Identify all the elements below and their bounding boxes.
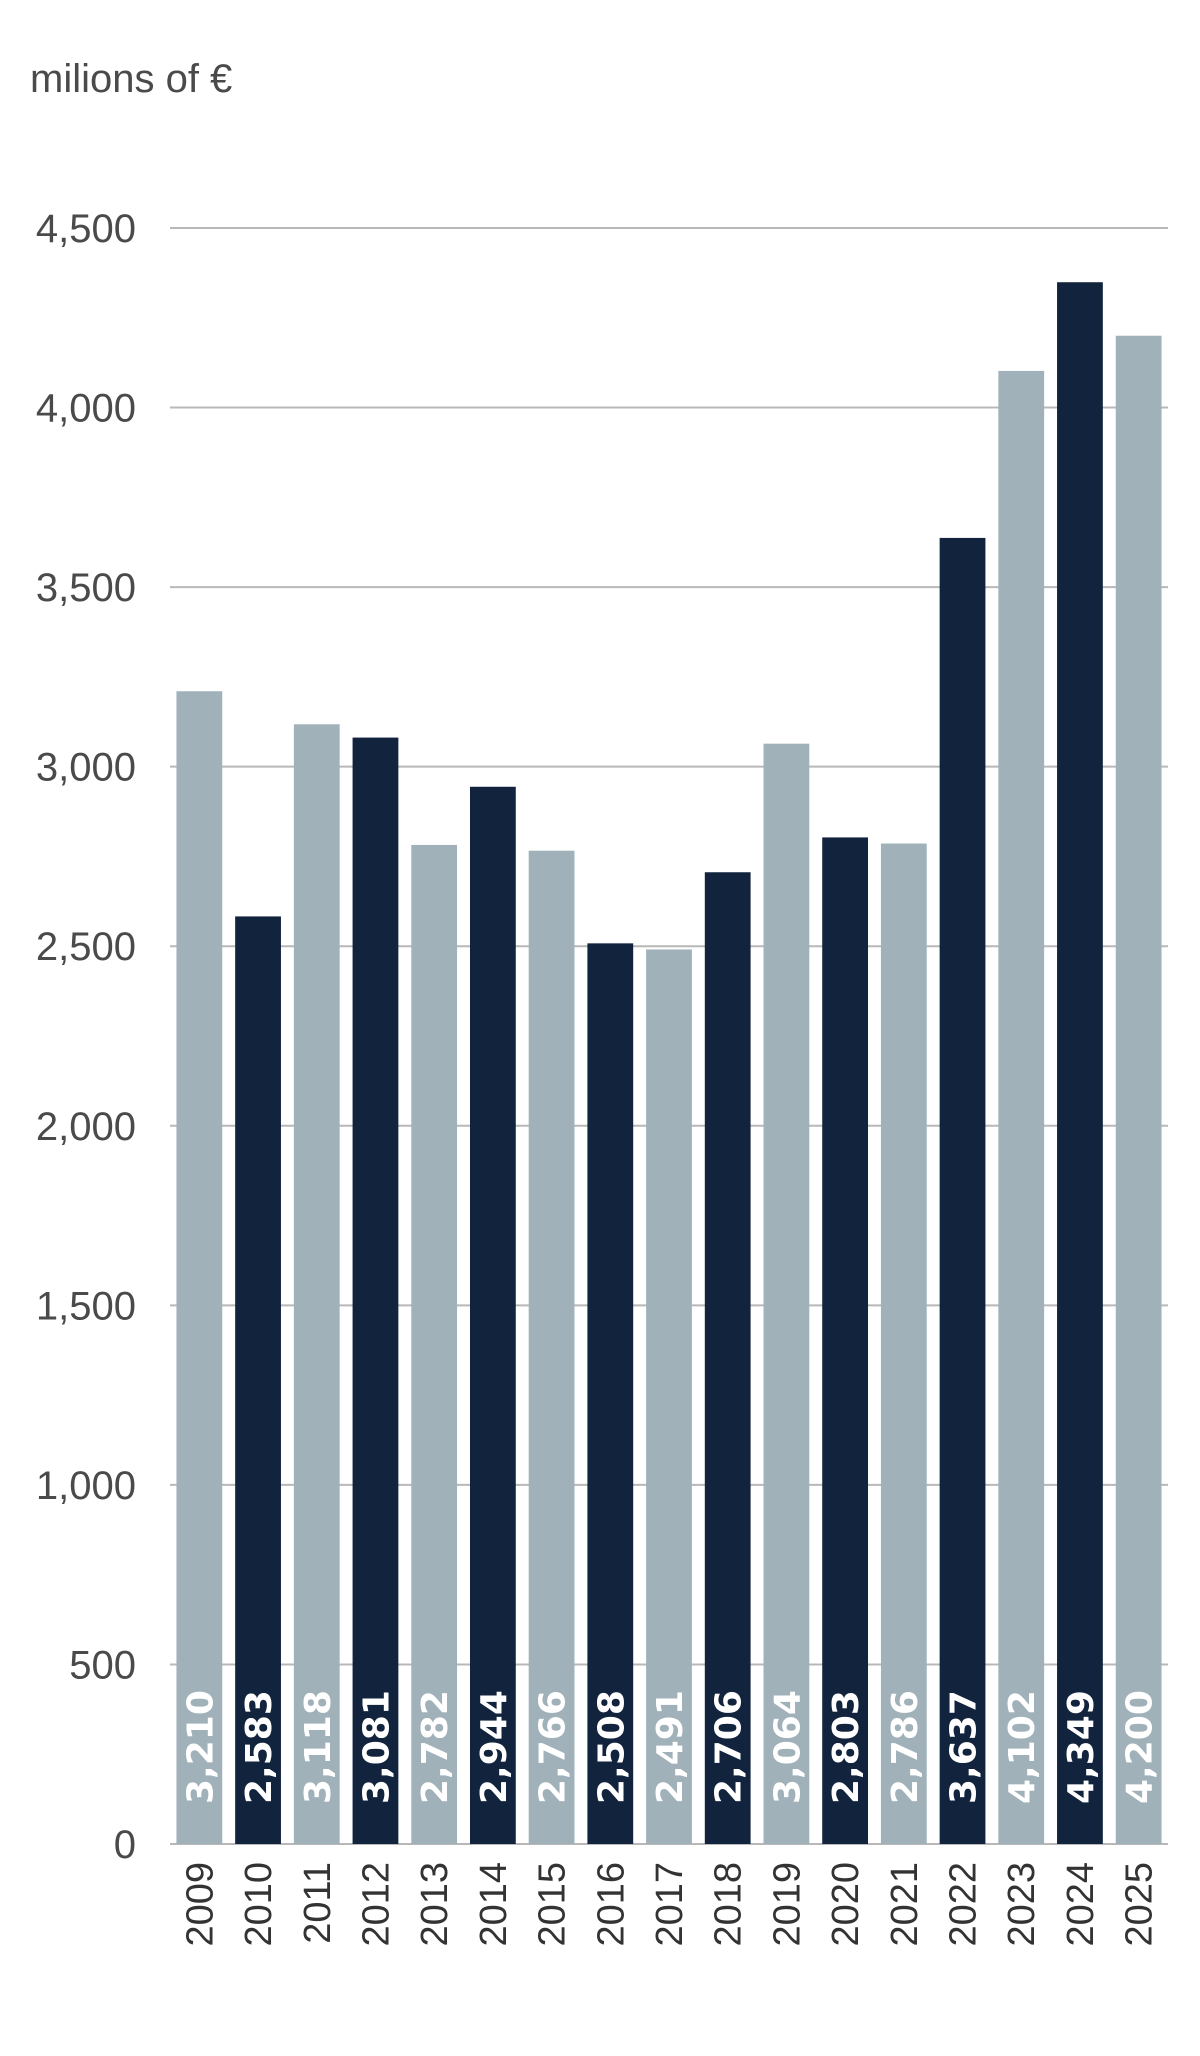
- x-tick-label: 2010: [238, 1862, 280, 1947]
- bar-value-label: 3,210: [180, 1690, 221, 1804]
- bar: [939, 537, 986, 1845]
- y-tick-label: 2,000: [36, 1105, 136, 1149]
- bar: [235, 916, 281, 1844]
- bar-value-label: 3,637: [944, 1690, 985, 1804]
- bar: [646, 949, 692, 1844]
- bar-value-label: 2,782: [415, 1690, 456, 1804]
- bar-value-label: 2,766: [533, 1690, 574, 1804]
- y-tick-label: 4,000: [36, 387, 136, 431]
- x-tick-label: 2022: [943, 1862, 985, 1947]
- bar: [880, 843, 927, 1844]
- bar-value-label: 2,508: [591, 1690, 632, 1804]
- y-tick-label: 1,500: [36, 1284, 136, 1328]
- x-tick-label: 2019: [766, 1862, 808, 1947]
- x-tick-label: 2016: [590, 1862, 632, 1947]
- bar-value-label: 4,349: [1061, 1690, 1102, 1804]
- bar-value-label: 4,200: [1120, 1690, 1161, 1804]
- bar: [352, 737, 399, 1845]
- x-tick-label: 2013: [414, 1862, 456, 1947]
- bar: [176, 691, 223, 1844]
- bar: [528, 850, 575, 1844]
- bar: [411, 844, 458, 1844]
- x-tick-label: 2025: [1119, 1862, 1161, 1947]
- y-tick-label: 4,500: [36, 207, 136, 251]
- y-tick-label: 1,000: [36, 1464, 136, 1508]
- x-tick-label: 2015: [532, 1862, 574, 1947]
- bars: 3,210 2,583 3,118 3,081 2,782 2,944 2,766 2,508…: [176, 282, 1162, 1845]
- x-tick-label: 2012: [355, 1862, 397, 1947]
- unit-label: milions of €: [30, 57, 232, 101]
- x-tick-label: 2014: [473, 1862, 515, 1947]
- x-axis-ticks: 2009 2010 2011 2012 2013 2014 2015 2016 2017 2018…: [179, 1862, 1160, 1947]
- bar: [587, 943, 634, 1844]
- x-tick-label: 2017: [649, 1862, 691, 1947]
- x-tick-label: 2024: [1060, 1862, 1102, 1947]
- bar-value-label: 2,491: [650, 1690, 691, 1804]
- y-tick-label: 3,500: [36, 566, 136, 610]
- bar: [822, 837, 869, 1844]
- x-tick-label: 2009: [179, 1862, 221, 1947]
- y-tick-label: 0: [114, 1823, 136, 1867]
- bar: [469, 786, 516, 1845]
- y-axis-ticks: 0 500 1,000 1,500 2,000 2,500 3,000 3,500 4,000 4…: [36, 207, 136, 1867]
- bar-value-label: 2,786: [885, 1690, 926, 1804]
- bar: [1057, 282, 1103, 1844]
- bar: [704, 872, 751, 1844]
- bar-value-label: 2,706: [709, 1690, 750, 1804]
- bar-value-label: 4,102: [1002, 1690, 1043, 1804]
- x-tick-label: 2023: [1001, 1862, 1043, 1947]
- bar-value-label: 3,118: [298, 1690, 339, 1804]
- bar: [1115, 335, 1162, 1844]
- y-tick-label: 500: [69, 1643, 136, 1687]
- bar-value-label: 3,064: [767, 1690, 808, 1804]
- bar-value-label: 2,583: [239, 1690, 280, 1804]
- y-tick-label: 2,500: [36, 925, 136, 969]
- bar: [998, 370, 1045, 1844]
- bar-value-label: 3,081: [356, 1690, 397, 1804]
- x-tick-label: 2021: [884, 1862, 926, 1947]
- bar: [763, 743, 810, 1844]
- x-tick-label: 2020: [825, 1862, 867, 1947]
- x-tick-label: 2018: [708, 1862, 750, 1947]
- bar-value-label: 2,803: [826, 1690, 867, 1804]
- y-tick-label: 3,000: [36, 746, 136, 790]
- bar: [293, 724, 340, 1845]
- bar-value-label: 2,944: [474, 1690, 515, 1804]
- x-tick-label: 2011: [297, 1862, 339, 1944]
